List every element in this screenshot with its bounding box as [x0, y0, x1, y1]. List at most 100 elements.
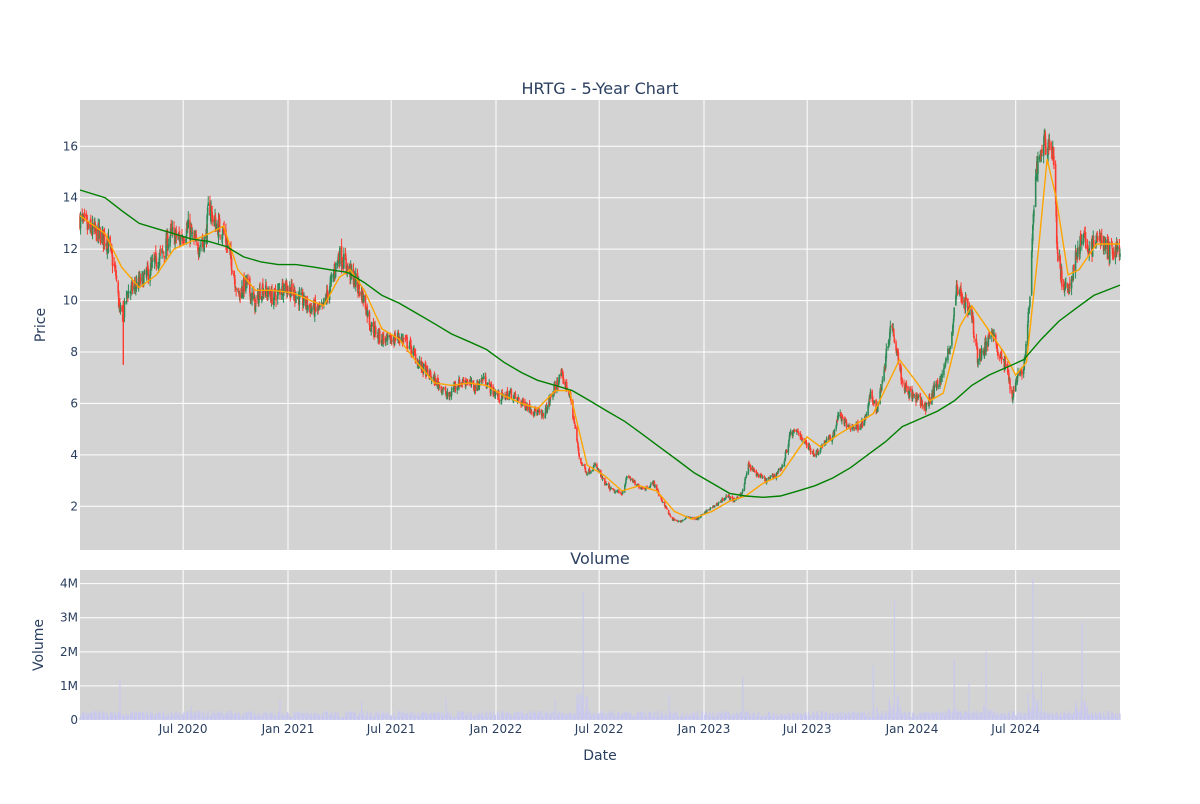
candle-body: [111, 249, 113, 254]
volume-bar: [506, 711, 508, 720]
volume-bar: [901, 714, 903, 720]
volume-bar: [287, 713, 289, 720]
volume-bar: [1052, 715, 1054, 720]
volume-bar: [903, 711, 905, 720]
volume-bar: [439, 715, 441, 720]
volume-bar: [201, 711, 203, 720]
volume-bar: [159, 714, 161, 720]
volume-bar: [590, 714, 592, 720]
volume-bar: [757, 712, 759, 720]
volume-bar: [705, 711, 707, 720]
volume-bar: [453, 717, 455, 720]
volume-bar: [1067, 711, 1069, 720]
volume-bar: [660, 711, 662, 720]
candle-body: [749, 464, 751, 466]
candle-body: [159, 250, 162, 252]
candle-body: [147, 264, 149, 270]
volume-bar: [825, 717, 827, 720]
volume-bar: [227, 712, 229, 720]
volume-bar: [646, 717, 648, 720]
volume-bar: [657, 716, 660, 720]
volume-bar: [169, 715, 171, 720]
candle-body: [151, 261, 153, 267]
candle-body: [213, 220, 216, 225]
volume-bar: [88, 712, 90, 720]
volume-bar: [171, 713, 173, 720]
candle-body: [895, 342, 897, 351]
candle-body: [694, 517, 696, 520]
volume-bar: [570, 714, 572, 720]
candle-body: [757, 474, 760, 478]
volume-bar: [130, 714, 132, 720]
candle-body: [712, 505, 714, 508]
volume-bar: [546, 710, 548, 720]
volume-bar: [1027, 693, 1029, 720]
candle-body: [684, 518, 686, 520]
candle-body: [297, 296, 300, 298]
candle-body: [374, 327, 377, 335]
volume-bar: [537, 710, 539, 720]
volume-bar: [844, 714, 846, 720]
volume-bar: [409, 714, 411, 720]
volume-bar: [749, 716, 751, 720]
volume-bar: [628, 716, 630, 720]
candle-body: [514, 393, 517, 398]
volume-bar: [206, 716, 208, 720]
volume-bar: [426, 717, 428, 720]
volume-bar: [163, 716, 165, 720]
candle-body: [643, 488, 646, 490]
price-y-tick: 8: [70, 345, 78, 359]
volume-bar: [693, 711, 695, 720]
volume-bar: [346, 717, 348, 720]
candle-body: [987, 335, 990, 346]
volume-bar: [1069, 710, 1071, 720]
volume-bar: [146, 711, 148, 720]
candle-body: [727, 495, 730, 497]
volume-bar: [472, 717, 474, 720]
candle-body: [676, 520, 679, 521]
candle-body: [339, 247, 341, 264]
volume-bar: [705, 714, 707, 720]
volume-bar: [664, 715, 666, 720]
candle-body: [157, 266, 160, 269]
candle-body: [166, 235, 169, 251]
volume-bar: [795, 714, 797, 720]
candle-body: [1011, 391, 1014, 399]
volume-bar: [1110, 711, 1113, 720]
volume-bar: [937, 714, 939, 720]
volume-bar: [529, 716, 531, 720]
volume-bar: [917, 713, 919, 720]
volume-bar: [991, 710, 993, 720]
volume-bar: [115, 713, 117, 720]
candle-body: [255, 300, 257, 302]
volume-bar: [892, 709, 894, 720]
candle-body: [837, 415, 839, 421]
volume-bar: [1068, 713, 1070, 720]
volume-bar: [803, 714, 805, 720]
volume-bar: [538, 711, 540, 720]
candle-body: [661, 500, 664, 502]
candle-body: [504, 398, 507, 400]
candle-body: [190, 226, 193, 235]
candle-body: [230, 257, 233, 271]
candle-body: [1073, 264, 1075, 271]
volume-bar: [983, 707, 985, 720]
volume-bar: [517, 711, 519, 720]
candle-body: [881, 380, 884, 384]
volume-bar: [975, 710, 977, 720]
volume-bar: [96, 715, 98, 720]
price-y-axis-label: Price: [33, 308, 49, 342]
volume-bar: [282, 715, 284, 720]
volume-bar: [911, 716, 913, 720]
volume-bar: [873, 708, 875, 720]
volume-bar: [1091, 712, 1093, 720]
volume-bar: [984, 715, 986, 720]
volume-bar: [262, 717, 264, 720]
candle-body: [95, 227, 98, 241]
candle-body: [708, 509, 710, 511]
volume-bar: [857, 711, 859, 720]
candle-body: [265, 287, 268, 291]
volume-bar: [290, 716, 292, 720]
volume-bar: [473, 716, 475, 720]
candle-body: [476, 381, 479, 385]
